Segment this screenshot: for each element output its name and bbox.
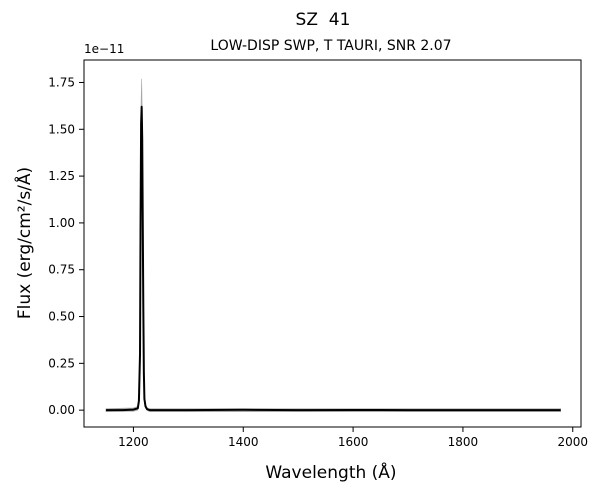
y-tick-label: 1.75 [48,75,75,89]
y-tick-label: 1.25 [48,169,75,183]
y-offset-label: 1e−11 [84,42,124,56]
y-axis: 0.00 0.25 0.50 0.75 1.00 1.25 1.50 1.75 [48,75,84,417]
x-tick-label: 1800 [448,435,479,449]
flux-line [105,105,561,412]
plot-layer [105,78,561,412]
chart-subtitle: LOW-DISP SWP, T TAURI, SNR 2.07 [210,38,451,54]
y-tick-label: 1.50 [48,122,75,136]
y-tick-label: 0.25 [48,356,75,370]
x-tick-label: 1200 [118,435,149,449]
error-band [105,78,561,412]
chart-title: SZ 41 [296,10,351,30]
y-axis-label: Flux (erg/cm²/s/Å) [13,167,35,319]
x-axis-label: Wavelength (Å) [265,461,396,483]
plot-frame [83,59,582,428]
y-tick-label: 0.50 [48,310,75,324]
y-tick-label: 0.75 [48,263,75,277]
y-tick-label: 1.00 [48,216,75,230]
x-tick-label: 1400 [228,435,259,449]
x-tick-label: 1600 [338,435,369,449]
x-tick-label: 2000 [557,435,588,449]
x-axis: 1200 1400 1600 1800 2000 [118,427,588,449]
y-tick-label: 0.00 [48,403,75,417]
